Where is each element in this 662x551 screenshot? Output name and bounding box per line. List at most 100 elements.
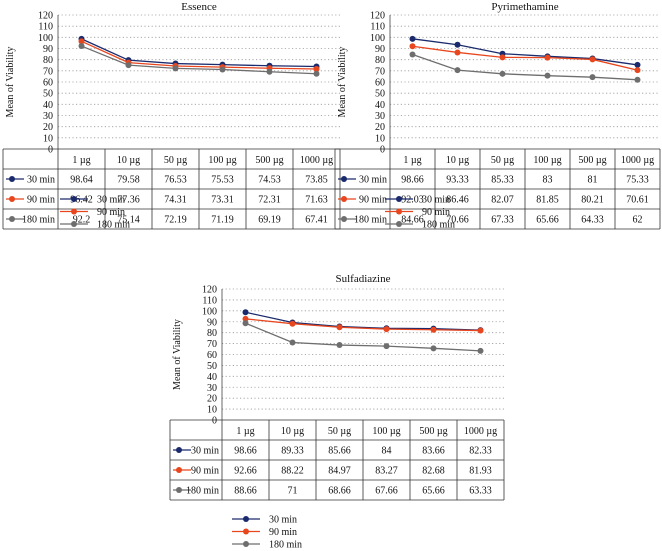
y-tick-label: 30 (207, 383, 217, 394)
data-point (454, 41, 461, 48)
y-tick-label: 40 (207, 372, 217, 383)
data-point (172, 65, 179, 72)
table-cell-value: 89.33 (281, 446, 304, 457)
chart-title: Sulfadiazine (336, 273, 391, 285)
table-series-name: 30 min (191, 446, 219, 457)
table-cell-value: 98.66 (234, 446, 257, 457)
table-legend-key-marker (176, 467, 182, 473)
y-tick-label: 110 (370, 22, 385, 33)
data-point (242, 320, 249, 327)
data-point (477, 327, 484, 334)
table-cell-value: 65.66 (422, 486, 445, 497)
x-tick-label: 10 µg (446, 155, 469, 166)
table-cell-value: 86.46 (446, 195, 469, 206)
table-cell-value: 74.31 (164, 195, 187, 206)
x-tick-label: 100 µg (208, 155, 236, 166)
table-cell-value: 71.63 (305, 195, 328, 206)
table-cell-value: 82.07 (491, 195, 514, 206)
chart-title: Essence (181, 1, 217, 13)
y-axis-label: Mean of Viability (337, 47, 348, 118)
series-line-30-min (81, 38, 317, 68)
data-point (430, 345, 437, 352)
data-point (454, 49, 461, 56)
x-tick-label: 10 µg (281, 426, 304, 437)
legend-key-marker (71, 196, 77, 202)
table-cell-value: 92.66 (234, 466, 257, 477)
table-cell-value: 84.66 (401, 215, 424, 226)
y-tick-label: 70 (43, 66, 53, 77)
chart-title: Pyrimethamine (491, 1, 558, 13)
data-point (336, 324, 343, 331)
table-series-name: 30 min (359, 175, 387, 186)
table-legend-key-marker (9, 176, 15, 182)
data-point (289, 320, 296, 327)
table-cell-value: 75.53 (211, 175, 234, 186)
table-cell-value: 72.19 (164, 215, 187, 226)
x-tick-label: 500 µg (255, 155, 283, 166)
table-cell-value: 73.85 (305, 175, 328, 186)
legend-label: 90 min (422, 207, 450, 218)
table-series-name: 90 min (191, 466, 219, 477)
series-line-180-min (412, 53, 638, 81)
table-cell-value: 70.61 (626, 195, 649, 206)
series-line-90-min (412, 45, 638, 71)
data-point (589, 74, 596, 81)
y-tick-label: 40 (375, 100, 385, 111)
table-cell-value: 85.33 (491, 175, 514, 186)
legend-key-marker (243, 528, 249, 535)
series-line-90-min (245, 318, 481, 332)
y-tick-label: 80 (375, 55, 385, 66)
table-cell-value: 77.36 (117, 195, 140, 206)
data-point (266, 68, 273, 75)
table-cell-value: 62 (633, 215, 643, 226)
table-cell-value: 80.21 (581, 195, 604, 206)
y-tick-label: 20 (207, 394, 217, 405)
series-line-30-min (412, 38, 638, 66)
data-point (634, 61, 641, 68)
y-tick-label: 70 (375, 66, 385, 77)
x-tick-label: 1000 µg (464, 426, 497, 437)
y-tick-label: 70 (207, 339, 217, 350)
table-cell-value: 98.66 (401, 175, 424, 186)
series-line-30-min (245, 311, 481, 331)
table-cell-value: 63.33 (469, 486, 492, 497)
table-cell-value: 84.97 (328, 466, 351, 477)
table-cell-value: 73.31 (211, 195, 234, 206)
data-point (499, 70, 506, 77)
y-tick-label: 60 (375, 78, 385, 89)
y-tick-label: 100 (202, 306, 217, 317)
table-cell-value: 82.68 (422, 466, 445, 477)
table-cell-value: 67.41 (305, 215, 328, 226)
y-tick-label: 0 (380, 145, 385, 156)
table-cell-value: 65.66 (536, 215, 559, 226)
table-series-name: 90 min (359, 195, 387, 206)
y-tick-label: 20 (375, 122, 385, 133)
legend-label: 30 min (97, 195, 125, 206)
table-cell-value: 92.03 (401, 195, 424, 206)
data-point (409, 35, 416, 42)
table-legend-key-marker (176, 487, 182, 493)
table-cell-value: 67.66 (375, 486, 398, 497)
data-point (477, 347, 484, 354)
data-point (383, 326, 390, 333)
data-point (313, 66, 320, 73)
table-legend-key-marker (9, 216, 15, 222)
x-tick-label: 50 µg (328, 426, 351, 437)
x-tick-label: 50 µg (164, 155, 187, 166)
table-cell-value: 79.58 (117, 175, 140, 186)
y-tick-label: 80 (207, 328, 217, 339)
table-cell-value: 76.53 (164, 175, 187, 186)
y-tick-label: 60 (207, 350, 217, 361)
table-cell-value: 81.93 (469, 466, 492, 477)
table-cell-value: 75.33 (626, 175, 649, 186)
table-cell-value: 68.66 (328, 486, 351, 497)
y-tick-label: 10 (43, 133, 53, 144)
data-point (78, 38, 85, 45)
y-tick-label: 120 (202, 285, 217, 296)
